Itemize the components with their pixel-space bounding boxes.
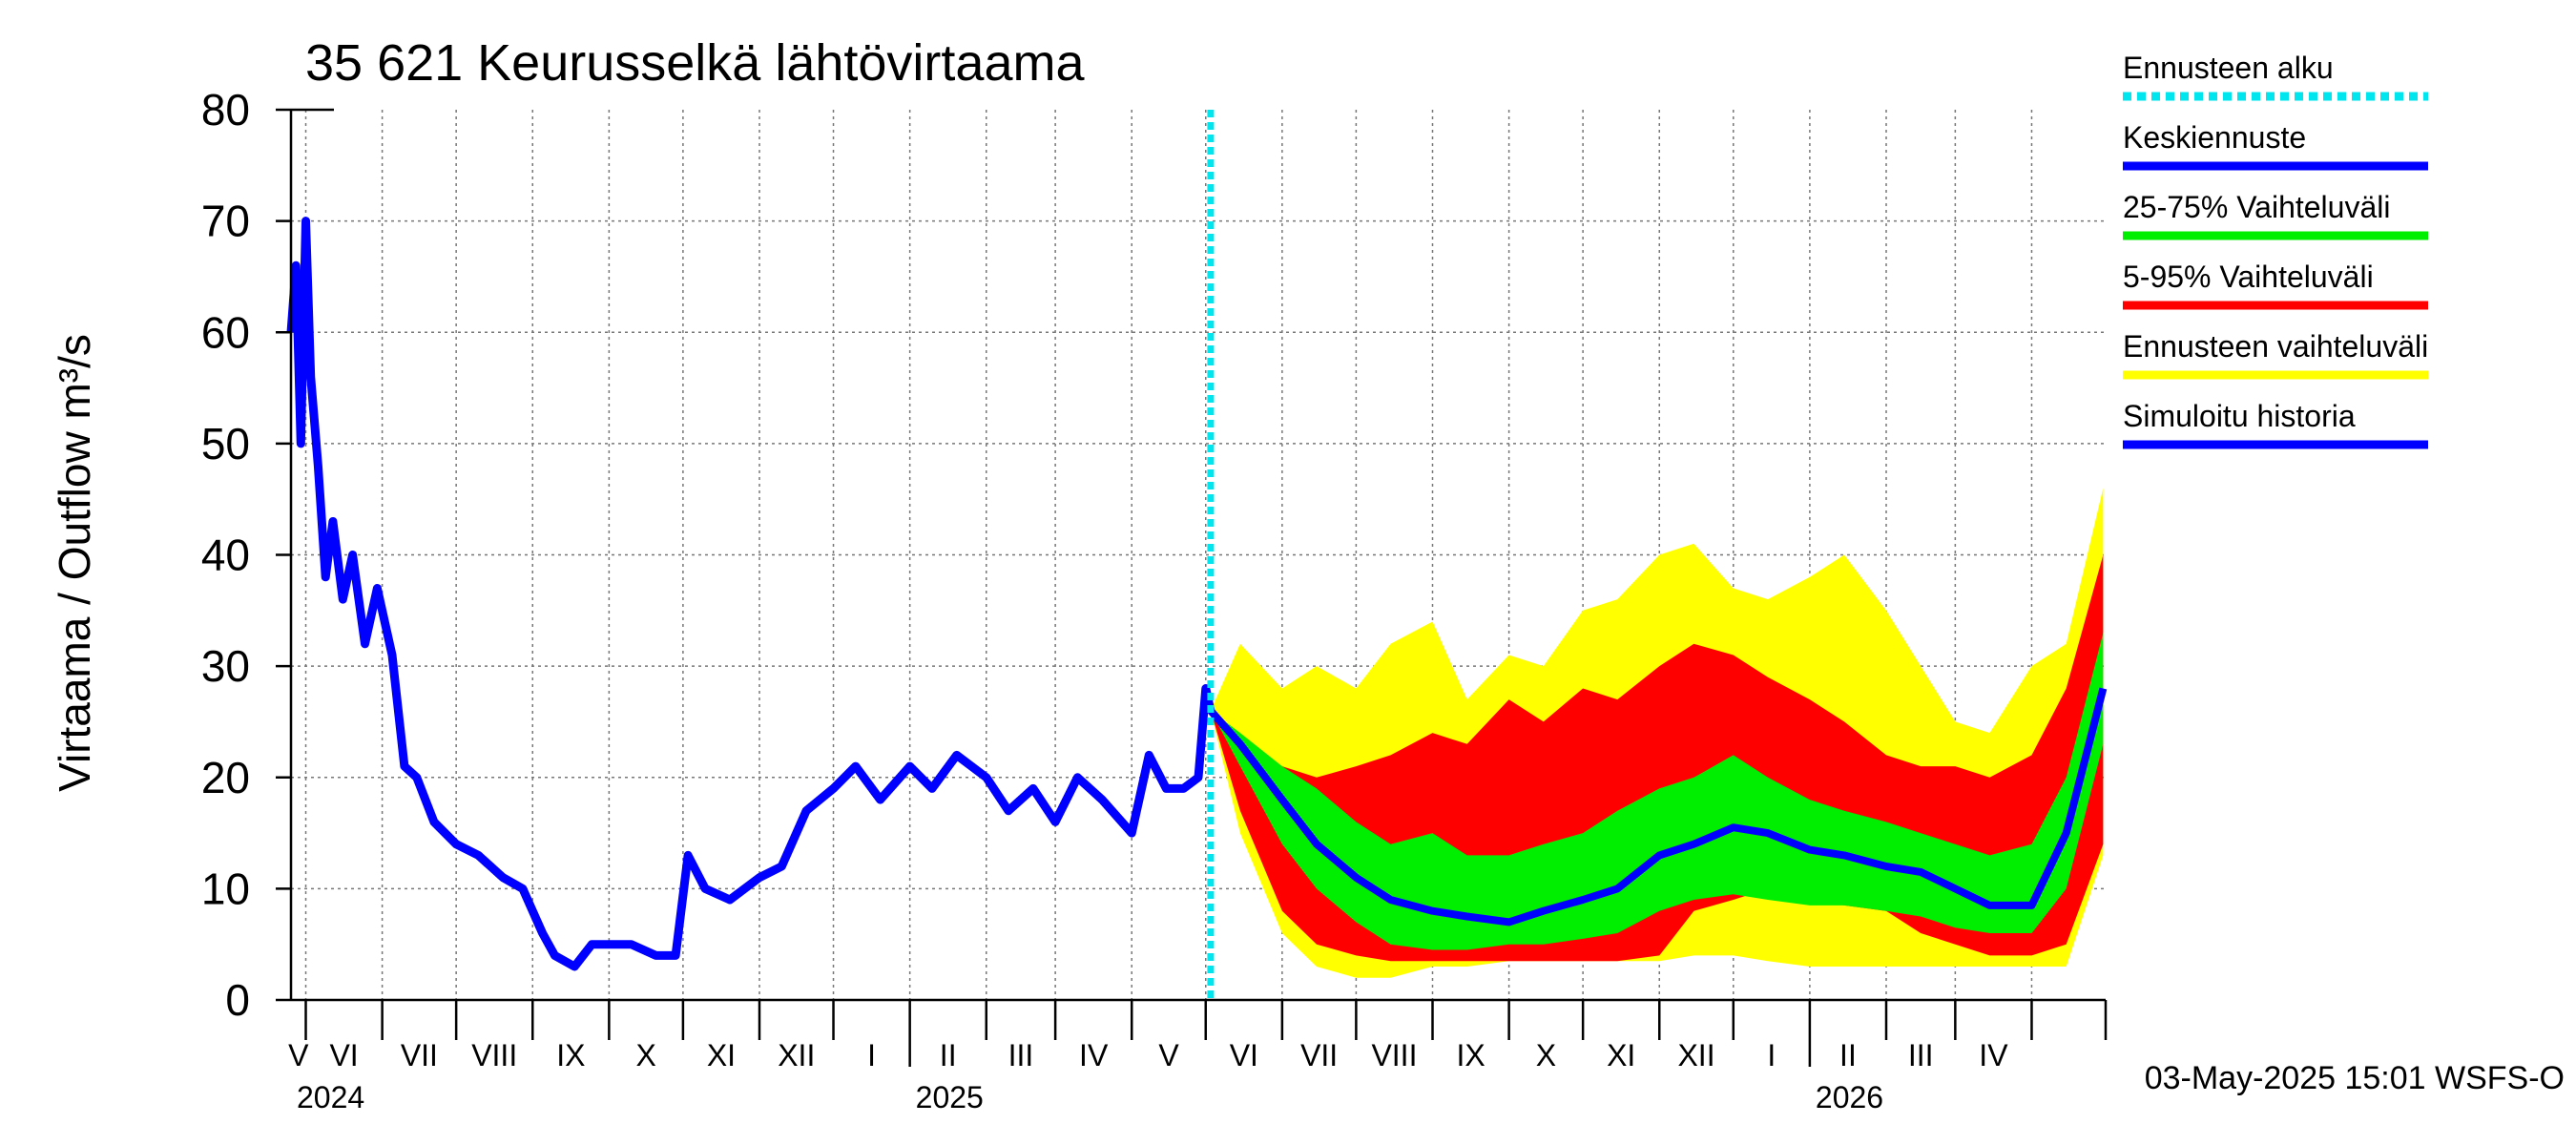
month-label: V bbox=[1158, 1038, 1179, 1072]
month-label: XI bbox=[707, 1038, 736, 1072]
footer-timestamp: 03-May-2025 15:01 WSFS-O bbox=[2145, 1060, 2565, 1096]
month-label: III bbox=[1008, 1038, 1034, 1072]
series-lines bbox=[286, 110, 2108, 1000]
y-tick-label: 20 bbox=[201, 753, 250, 802]
y-tick-label: 60 bbox=[201, 307, 250, 357]
y-tick-label: 10 bbox=[201, 864, 250, 913]
chart-title: 35 621 Keurusselkä lähtövirtaama bbox=[305, 34, 1085, 92]
month-label: V bbox=[288, 1038, 309, 1072]
month-label: XII bbox=[778, 1038, 815, 1072]
month-label: I bbox=[867, 1038, 876, 1072]
year-label: 2025 bbox=[916, 1080, 984, 1114]
month-label: IX bbox=[1456, 1038, 1485, 1072]
month-label: IV bbox=[1979, 1038, 2008, 1072]
month-label: IV bbox=[1079, 1038, 1109, 1072]
y-tick-label: 0 bbox=[225, 975, 250, 1025]
month-label: VIII bbox=[1371, 1038, 1417, 1072]
forecast-bands bbox=[1210, 488, 2104, 978]
month-label: III bbox=[1908, 1038, 1934, 1072]
month-label: VIII bbox=[471, 1038, 517, 1072]
month-label: II bbox=[1839, 1038, 1857, 1072]
legend: Ennusteen alku Keskiennuste 25-75% Vaihtel… bbox=[2123, 51, 2428, 449]
legend-label: Ennusteen vaihteluväli bbox=[2123, 329, 2428, 364]
y-tick-label: 70 bbox=[201, 197, 250, 246]
month-label: X bbox=[1536, 1038, 1556, 1072]
mean-forecast-line bbox=[1207, 687, 2108, 926]
month-label: XII bbox=[1677, 1038, 1714, 1072]
month-label: X bbox=[635, 1038, 655, 1072]
month-label: VII bbox=[401, 1038, 438, 1072]
legend-label: Simuloitu historia bbox=[2123, 399, 2356, 433]
history-line bbox=[286, 217, 1215, 971]
month-label: II bbox=[940, 1038, 957, 1072]
band-25-75 bbox=[1210, 633, 2104, 950]
year-label: 2024 bbox=[297, 1080, 364, 1114]
y-tick-label: 30 bbox=[201, 641, 250, 691]
legend-label: Keskiennuste bbox=[2123, 120, 2306, 155]
month-label: VI bbox=[329, 1038, 358, 1072]
month-label: VI bbox=[1230, 1038, 1258, 1072]
y-tick-label: 40 bbox=[201, 531, 250, 580]
y-tick-label: 50 bbox=[201, 419, 250, 468]
y-tick-label: 80 bbox=[201, 85, 250, 135]
month-label: IX bbox=[556, 1038, 585, 1072]
month-label: VII bbox=[1300, 1038, 1338, 1072]
month-label: XI bbox=[1607, 1038, 1635, 1072]
y-axis-label: Virtaama / Outflow m³/s bbox=[50, 334, 99, 792]
legend-label: 5-95% Vaihteluväli bbox=[2123, 260, 2374, 294]
legend-label: Ennusteen alku bbox=[2123, 51, 2334, 85]
month-label: I bbox=[1767, 1038, 1776, 1072]
legend-label: 25-75% Vaihteluväli bbox=[2123, 190, 2390, 224]
year-label: 2026 bbox=[1816, 1080, 1883, 1114]
